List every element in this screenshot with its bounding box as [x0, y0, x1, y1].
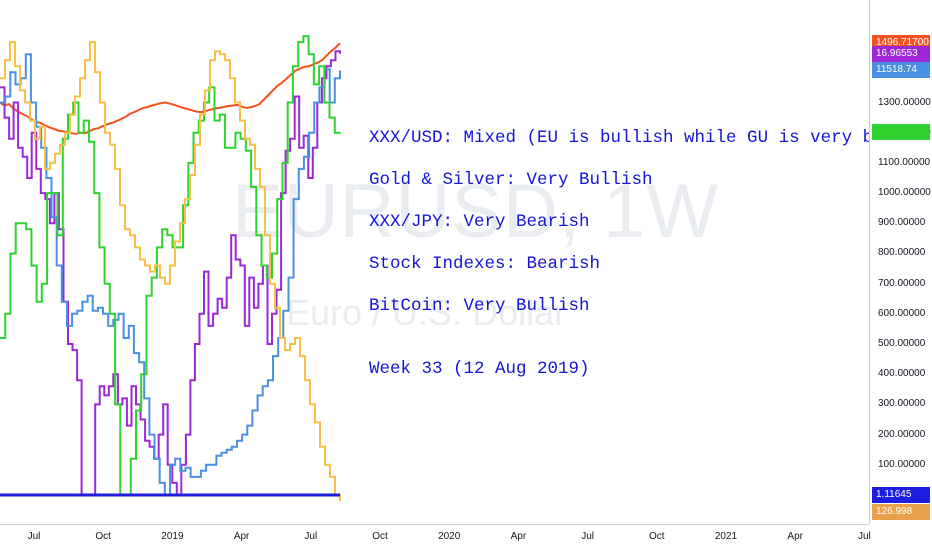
- note-gold-silver: Gold & Silver: Very Bullish: [369, 170, 653, 190]
- x-tick-label: Oct: [649, 531, 665, 542]
- y-tick-label: 1000.00000: [878, 187, 931, 199]
- x-tick-label: Oct: [95, 531, 111, 542]
- note-xxx-usd: XXX/USD: Mixed (EU is bullish while GU i…: [369, 128, 932, 148]
- y-tick-label: 700.00000: [878, 277, 926, 289]
- x-tick-label: Apr: [510, 531, 527, 542]
- y-tick-label: 100.00000: [878, 458, 926, 470]
- series-line-4[interactable]: [0, 41, 341, 501]
- last-value-tag: 16.96553: [872, 45, 930, 62]
- y-tick-label: 200.00000: [878, 428, 926, 440]
- x-tick-label: Oct: [372, 531, 388, 542]
- x-tick-label: Jul: [581, 531, 594, 542]
- watermark-description: Euro / U.S. Dollar: [286, 292, 567, 333]
- y-tick-label: 500.00000: [878, 338, 926, 350]
- x-tick-label: Apr: [787, 531, 803, 542]
- time-axis[interactable]: [0, 524, 869, 551]
- y-tick-label: 800.00000: [878, 247, 926, 259]
- watermark-symbol: EURUSD, 1W: [232, 169, 720, 254]
- price-axis[interactable]: [869, 0, 932, 524]
- last-value-tag: 1.11645: [872, 487, 930, 503]
- y-tick-label: 1100.00000: [878, 156, 931, 168]
- x-tick-label: Jul: [27, 531, 41, 542]
- x-tick-label: Apr: [233, 531, 250, 542]
- note-bitcoin: BitCoin: Very Bullish: [369, 296, 590, 316]
- y-tick-label: 300.00000: [878, 398, 926, 410]
- note-xxx-jpy: XXX/JPY: Very Bearish: [369, 212, 590, 232]
- y-tick-label: 1300.00000: [878, 96, 931, 108]
- x-tick-label: 2019: [161, 531, 184, 542]
- note-week: Week 33 (12 Aug 2019): [369, 359, 590, 379]
- y-tick-label: 900.00000: [878, 217, 926, 229]
- note-stock-indexes: Stock Indexes: Bearish: [369, 254, 601, 274]
- plot-svg[interactable]: [0, 0, 869, 524]
- series-line-0[interactable]: [0, 42, 341, 135]
- x-tick-label: 2020: [438, 531, 461, 542]
- x-tick-label: Jul: [304, 531, 318, 542]
- last-value-tag: 11518.74: [872, 62, 930, 79]
- y-tick-label: 600.00000: [878, 307, 926, 319]
- x-tick-label: Jul: [857, 531, 871, 542]
- last-value-tag: 126.998: [872, 504, 930, 520]
- series-line-3[interactable]: [0, 35, 341, 496]
- x-tick-label: 2021: [714, 531, 738, 542]
- last-value-tag: [872, 124, 930, 141]
- y-tick-label: 400.00000: [878, 368, 926, 380]
